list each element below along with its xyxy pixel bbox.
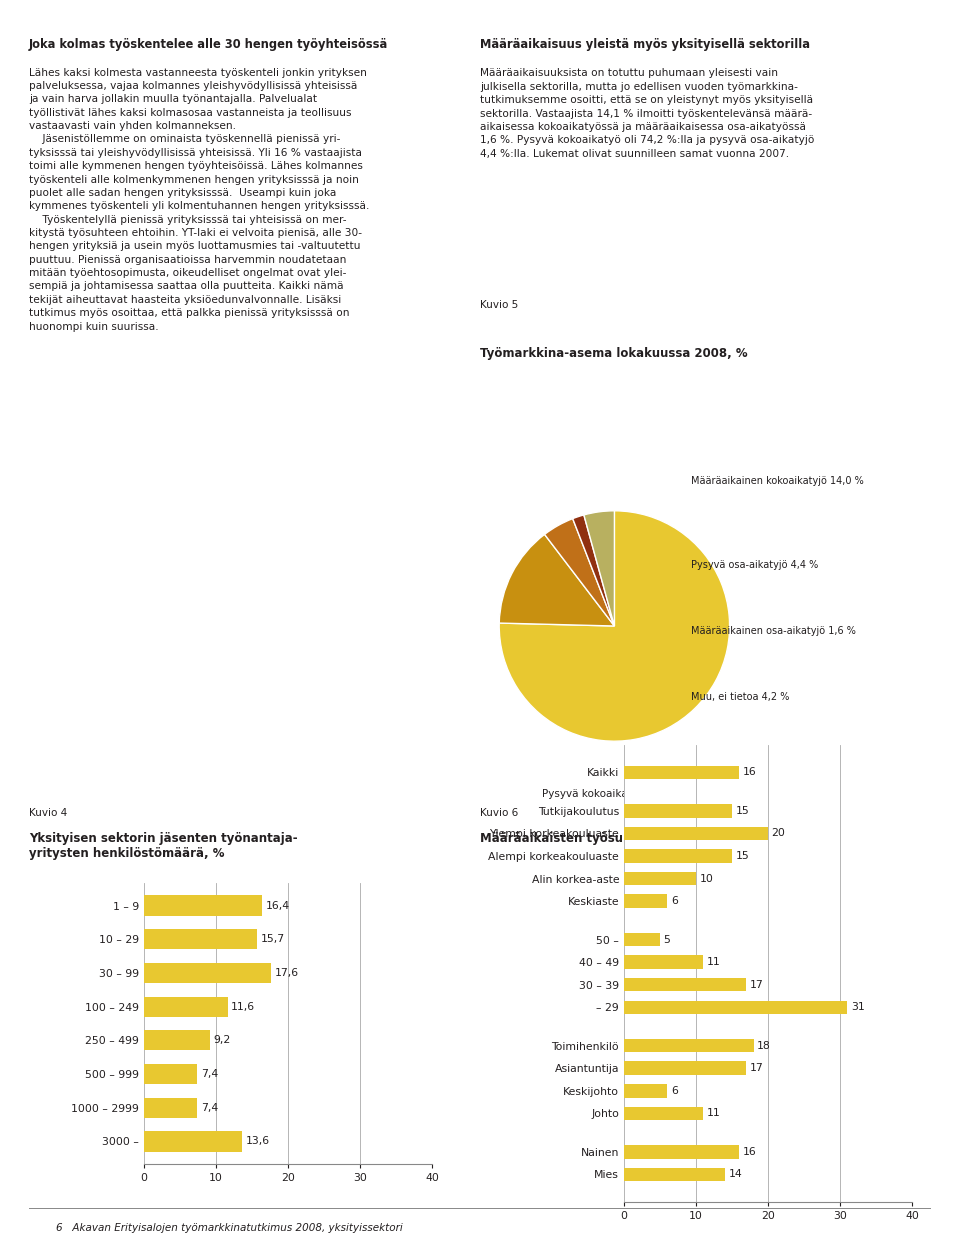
Bar [624, 1168, 725, 1181]
Wedge shape [544, 518, 614, 626]
Text: 6: 6 [671, 1085, 678, 1096]
Text: 7,4: 7,4 [201, 1103, 218, 1113]
Bar [144, 895, 262, 915]
Text: Lähes kaksi kolmesta vastanneesta työskenteli jonkin yrityksen
palveluksessa, va: Lähes kaksi kolmesta vastanneesta työske… [29, 68, 370, 332]
Text: Joka kolmas työskentelee alle 30 hengen työyhteisössä: Joka kolmas työskentelee alle 30 hengen … [29, 38, 388, 50]
Text: Määräaikaisten työsuhteiden osuudet, %: Määräaikaisten työsuhteiden osuudet, % [480, 831, 752, 845]
Text: 31: 31 [851, 1003, 865, 1013]
Bar [624, 1000, 848, 1014]
Wedge shape [573, 515, 614, 626]
Text: Työmarkkina-asema lokakuussa 2008, %: Työmarkkina-asema lokakuussa 2008, % [480, 348, 748, 361]
Text: Pysyvä osa-aikatyjö 4,4 %: Pysyvä osa-aikatyjö 4,4 % [691, 560, 819, 570]
Bar [624, 849, 732, 863]
Bar [624, 871, 696, 885]
Bar [624, 1062, 747, 1075]
Text: 6: 6 [671, 896, 678, 906]
Text: 15: 15 [735, 851, 750, 861]
Bar [624, 1146, 739, 1158]
Bar [144, 1030, 210, 1050]
Text: 16: 16 [743, 1147, 756, 1157]
Text: 17: 17 [750, 980, 764, 990]
Bar [624, 1039, 754, 1053]
Bar [144, 1064, 198, 1084]
Text: Kuvio 5: Kuvio 5 [480, 300, 518, 310]
Bar [144, 963, 271, 983]
Text: 11: 11 [707, 1108, 721, 1118]
Text: Määräaikainen kokoaikatyjö 14,0 %: Määräaikainen kokoaikatyjö 14,0 % [691, 476, 864, 486]
Bar [624, 826, 768, 840]
Bar [144, 1132, 242, 1152]
Text: Pysyvä kokoaikatyjö 74,2 %: Pysyvä kokoaikatyjö 74,2 % [541, 789, 687, 799]
Text: 15,7: 15,7 [260, 934, 285, 944]
Bar [624, 766, 739, 779]
Bar [144, 929, 257, 949]
Bar [624, 955, 703, 969]
Text: 9,2: 9,2 [214, 1035, 231, 1045]
Text: 13,6: 13,6 [246, 1137, 270, 1147]
Text: 18: 18 [757, 1040, 771, 1050]
Bar [624, 1107, 703, 1121]
Bar [624, 894, 667, 908]
Text: 7,4: 7,4 [201, 1069, 218, 1079]
Text: Määräaikaisuuksista on totuttu puhumaan yleisesti vain
julkisella sektorilla, mu: Määräaikaisuuksista on totuttu puhumaan … [480, 69, 814, 159]
Wedge shape [584, 511, 614, 626]
Text: Kuvio 4: Kuvio 4 [29, 808, 67, 818]
Text: 10: 10 [700, 874, 713, 884]
Text: 16,4: 16,4 [266, 900, 290, 910]
Text: 11,6: 11,6 [231, 1002, 255, 1012]
Text: 6   Akavan Erityisalojen työmarkkinatutkimus 2008, yksityissektori: 6 Akavan Erityisalojen työmarkkinatutkim… [56, 1223, 402, 1233]
Wedge shape [499, 511, 730, 741]
Bar [624, 933, 660, 947]
Text: 14: 14 [729, 1169, 742, 1179]
Bar [144, 1098, 198, 1118]
Text: Kuvio 6: Kuvio 6 [480, 808, 518, 818]
Wedge shape [499, 535, 614, 626]
Text: 15: 15 [735, 806, 750, 816]
Text: 5: 5 [663, 934, 670, 944]
Bar [144, 997, 228, 1017]
Text: 11: 11 [707, 957, 721, 967]
Text: Määräaikaisuus yleistä myös yksityisellä sektorilla: Määräaikaisuus yleistä myös yksityisellä… [480, 38, 810, 50]
Text: 17,6: 17,6 [275, 968, 299, 978]
Bar [624, 978, 747, 992]
Text: 20: 20 [772, 829, 785, 839]
Text: Muu, ei tietoa 4,2 %: Muu, ei tietoa 4,2 % [691, 692, 789, 702]
Text: Määräaikainen osa-aikatyjö 1,6 %: Määräaikainen osa-aikatyjö 1,6 % [691, 626, 856, 636]
Bar [624, 804, 732, 818]
Text: 17: 17 [750, 1063, 764, 1073]
Text: Yksityisen sektorin jäsenten työnantaja-
yritysten henkilöstömäärä, %: Yksityisen sektorin jäsenten työnantaja-… [29, 831, 298, 860]
Text: 16: 16 [743, 767, 756, 777]
Bar [624, 1084, 667, 1098]
